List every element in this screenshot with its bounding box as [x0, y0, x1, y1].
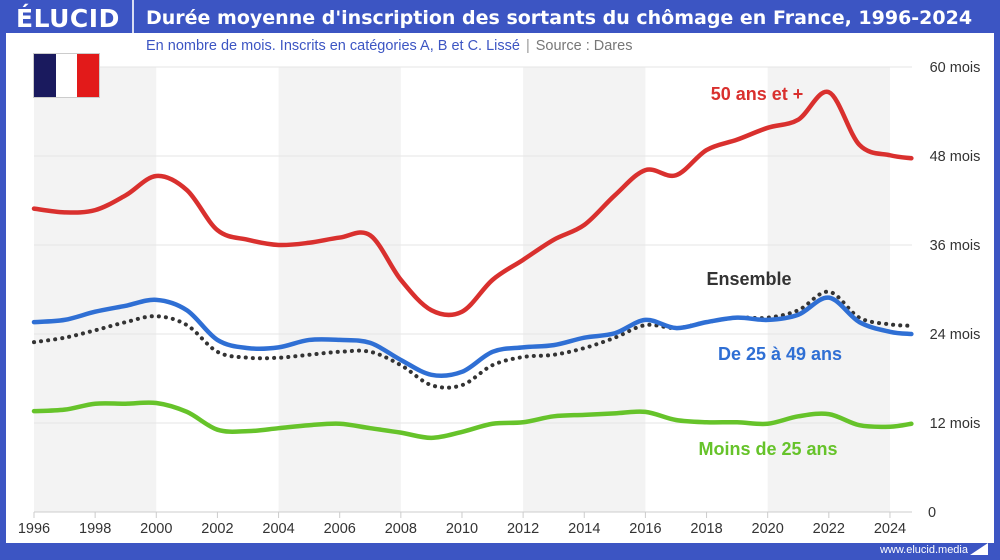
- x-tick-label: 2012: [507, 521, 539, 537]
- x-tick-label: 2006: [324, 521, 356, 537]
- series-label: De 25 à 49 ans: [718, 344, 842, 364]
- subtitle-text: En nombre de mois. Inscrits en catégorie…: [146, 38, 520, 54]
- x-tick-label: 2020: [752, 521, 784, 537]
- series-line-moins-de-25-ans: [31, 400, 914, 441]
- x-tick-label: 2022: [813, 521, 845, 537]
- chart-title: Durée moyenne d'inscription des sortants…: [146, 7, 973, 29]
- x-tick-label: 2008: [385, 521, 417, 537]
- x-tick-label: 1998: [79, 521, 111, 537]
- france-flag-icon: [33, 53, 100, 98]
- x-tick-label: 2014: [568, 521, 600, 537]
- x-tick-label: 2004: [262, 521, 294, 537]
- elucid-mark-icon: [970, 543, 988, 555]
- shaded-band: [523, 67, 646, 512]
- y-tick-label: 12 mois: [930, 416, 981, 432]
- shaded-band: [767, 67, 890, 512]
- x-tick-label: 2000: [140, 521, 172, 537]
- x-tick-label: 1996: [18, 521, 50, 537]
- x-tick-label: 2002: [201, 521, 233, 537]
- series-label: Moins de 25 ans: [698, 439, 837, 459]
- shaded-band: [34, 67, 157, 512]
- series-line-50-ans-et-: [31, 89, 914, 318]
- footer-url[interactable]: www.elucid.media: [879, 544, 968, 556]
- y-tick-label: 24 mois: [930, 327, 981, 343]
- header-divider: [132, 0, 134, 33]
- chart-subtitle: En nombre de mois. Inscrits en catégorie…: [146, 38, 632, 54]
- x-tick-label: 2024: [874, 521, 906, 537]
- y-tick-label: 60 mois: [930, 60, 981, 76]
- series-label: 50 ans et +: [711, 84, 804, 104]
- x-tick-label: 2010: [446, 521, 478, 537]
- series-label: Ensemble: [706, 269, 791, 289]
- y-tick-label: 36 mois: [930, 238, 981, 254]
- y-tick-label: 48 mois: [930, 149, 981, 165]
- series-line-de-25-49-ans: [31, 295, 914, 378]
- y-tick-label: 0: [928, 505, 936, 521]
- shaded-band: [278, 67, 401, 512]
- elucid-logo: ÉLUCID: [16, 4, 120, 33]
- series-line-ensemble: [32, 289, 914, 390]
- x-tick-label: 2016: [629, 521, 661, 537]
- separator: |: [525, 38, 530, 54]
- x-tick-label: 2018: [690, 521, 722, 537]
- source-text: Source : Dares: [535, 38, 633, 54]
